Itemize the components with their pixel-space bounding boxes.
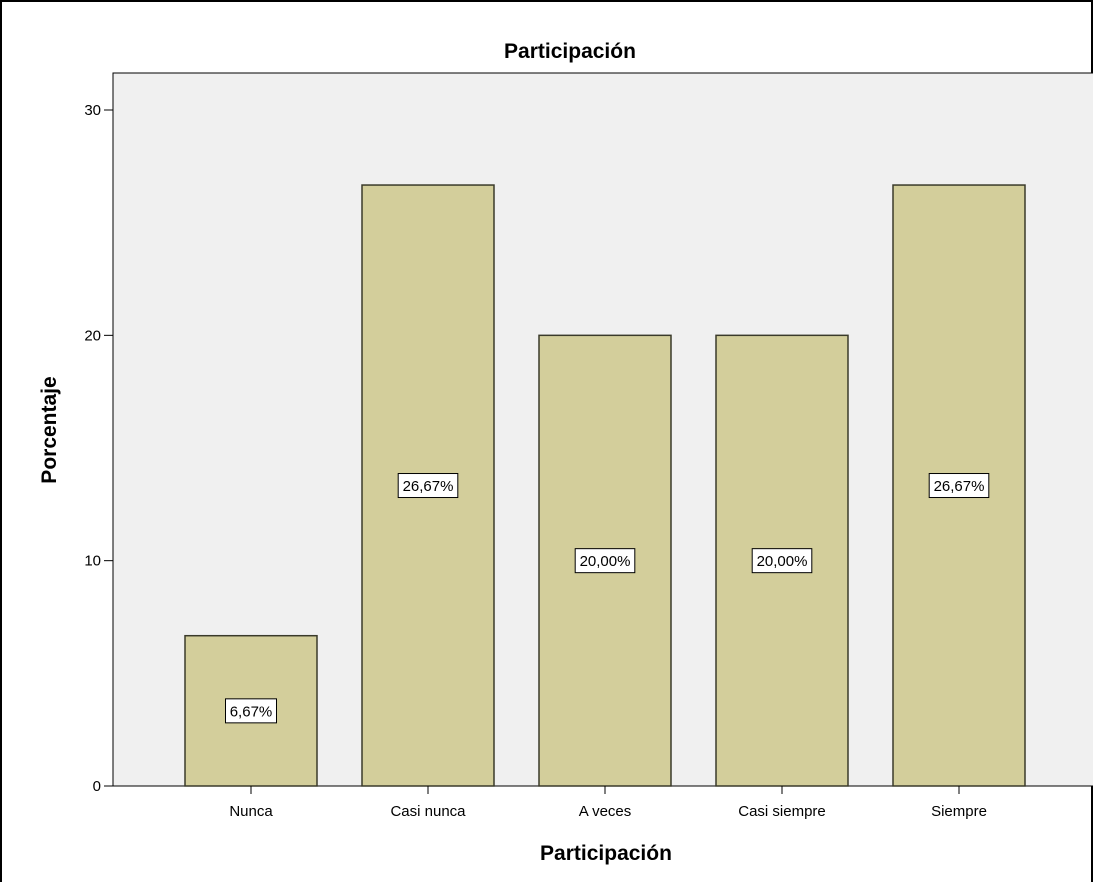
data-label: 20,00% <box>757 553 808 570</box>
x-tick-label: Casi nunca <box>390 803 466 820</box>
x-axis-title: Participación <box>540 842 672 865</box>
data-label-box <box>574 548 636 574</box>
x-axis: Nunca Casi nunca A veces Casi siempre Siempr… <box>229 786 987 820</box>
data-label-box <box>397 473 459 499</box>
data-label: 26,67% <box>403 478 454 495</box>
x-tick-label: Nunca <box>229 803 273 820</box>
y-axis: 0 10 20 30 <box>84 102 113 795</box>
y-axis-title: Porcentaje <box>38 376 61 483</box>
bars-group: 6,67% 26,67% 20,00% 20,00% 26,67% <box>184 184 1026 787</box>
chart-title: Participación <box>504 40 636 63</box>
data-label-box <box>751 548 813 574</box>
y-tick-label: 0 <box>93 778 101 795</box>
y-tick-label: 20 <box>84 327 101 344</box>
x-tick-label: Casi siempre <box>738 803 826 820</box>
y-tick-label: 10 <box>84 553 101 570</box>
x-tick-label: Siempre <box>931 803 987 820</box>
data-label: 20,00% <box>580 553 631 570</box>
y-tick-label: 30 <box>84 102 101 119</box>
data-label-box <box>928 473 990 499</box>
data-label: 26,67% <box>934 478 985 495</box>
x-tick-label: A veces <box>579 803 632 820</box>
data-label-box <box>225 698 277 724</box>
data-label: 6,67% <box>230 703 273 720</box>
